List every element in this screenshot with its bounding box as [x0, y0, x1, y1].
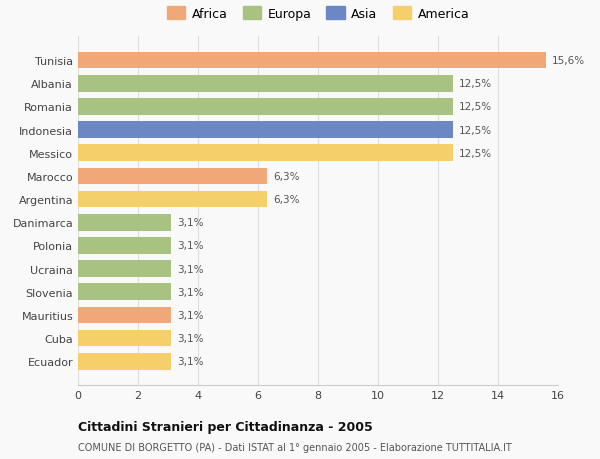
Bar: [78, 353, 171, 369]
Text: 3,1%: 3,1%: [177, 218, 203, 228]
Bar: [78, 330, 171, 347]
Bar: [78, 168, 267, 185]
Bar: [78, 53, 546, 69]
Text: Cittadini Stranieri per Cittadinanza - 2005: Cittadini Stranieri per Cittadinanza - 2…: [78, 420, 373, 433]
Text: 3,1%: 3,1%: [177, 287, 203, 297]
Bar: [78, 214, 171, 231]
Text: 15,6%: 15,6%: [552, 56, 585, 66]
Bar: [78, 307, 171, 324]
Bar: [78, 76, 453, 92]
Text: COMUNE DI BORGETTO (PA) - Dati ISTAT al 1° gennaio 2005 - Elaborazione TUTTITALI: COMUNE DI BORGETTO (PA) - Dati ISTAT al …: [78, 442, 512, 452]
Text: 12,5%: 12,5%: [459, 148, 492, 158]
Text: 3,1%: 3,1%: [177, 241, 203, 251]
Text: 12,5%: 12,5%: [459, 102, 492, 112]
Bar: [78, 191, 267, 208]
Text: 6,3%: 6,3%: [273, 172, 299, 181]
Bar: [78, 261, 171, 277]
Text: 3,1%: 3,1%: [177, 333, 203, 343]
Text: 12,5%: 12,5%: [459, 125, 492, 135]
Text: 3,1%: 3,1%: [177, 310, 203, 320]
Bar: [78, 145, 453, 162]
Text: 6,3%: 6,3%: [273, 195, 299, 205]
Text: 12,5%: 12,5%: [459, 79, 492, 89]
Legend: Africa, Europa, Asia, America: Africa, Europa, Asia, America: [164, 5, 472, 23]
Text: 3,1%: 3,1%: [177, 264, 203, 274]
Bar: [78, 99, 453, 116]
Text: 3,1%: 3,1%: [177, 356, 203, 366]
Bar: [78, 284, 171, 300]
Bar: [78, 237, 171, 254]
Bar: [78, 122, 453, 139]
